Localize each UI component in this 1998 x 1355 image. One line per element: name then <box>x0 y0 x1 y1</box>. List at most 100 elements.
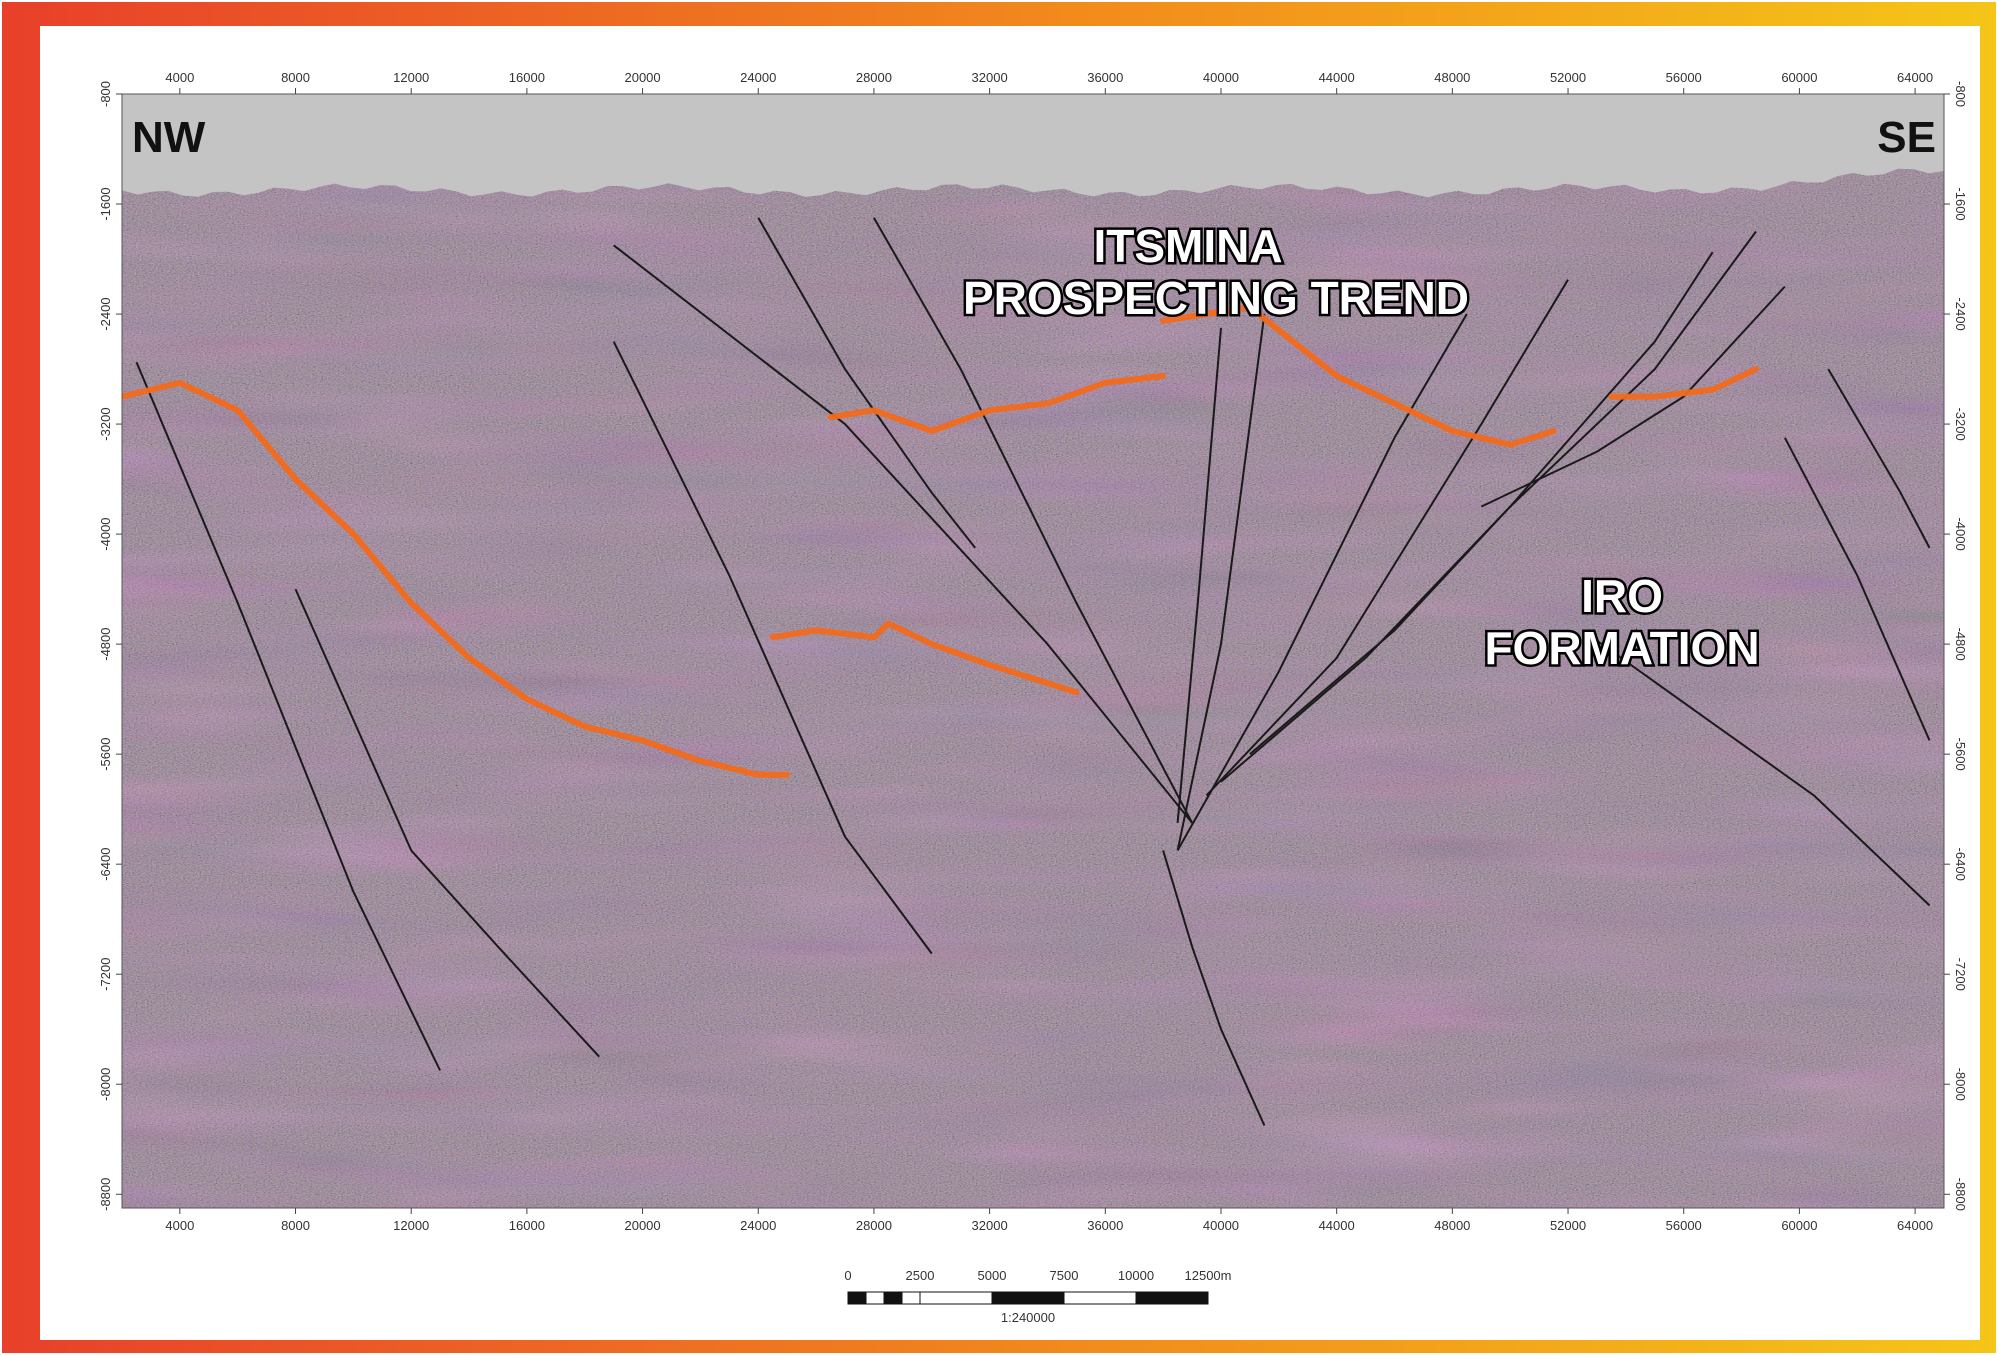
scale-bar-label: 12500m <box>1185 1268 1232 1283</box>
x-tick-label: 24000 <box>740 70 776 85</box>
trend-label-line2: PROSPECTING TREND <box>963 272 1469 324</box>
x-tick-label: 20000 <box>624 1218 660 1233</box>
fault-line <box>757 217 976 549</box>
y-tick-label: -6400 <box>1953 848 1968 881</box>
y-axis-right: -800 -1600 -2400 -3200 -4000 -4800 -5600 -6400 -… <box>1944 81 1968 1211</box>
seismic-section <box>122 94 1944 1208</box>
y-tick-label: -2400 <box>1953 297 1968 330</box>
scale-bar-segment <box>919 1291 993 1305</box>
x-tick-label: 60000 <box>1781 1218 1817 1233</box>
x-tick-label: 56000 <box>1666 70 1702 85</box>
fault-line <box>1205 279 1569 797</box>
x-tick-label: 8000 <box>281 1218 310 1233</box>
x-tick-label: 32000 <box>972 1218 1008 1233</box>
fault-line <box>1176 313 1468 851</box>
x-tick-label: 20000 <box>624 70 660 85</box>
scale-bar-label: 2500 <box>906 1268 935 1283</box>
x-tick-label: 52000 <box>1550 70 1586 85</box>
scale-bar-segment <box>1135 1291 1209 1305</box>
x-tick-label: 28000 <box>856 1218 892 1233</box>
y-tick-label: -4000 <box>1953 517 1968 550</box>
x-tick-label: 40000 <box>1203 70 1239 85</box>
scale-bar-segment <box>991 1291 1065 1305</box>
scale-bar-label: 10000 <box>1118 1268 1154 1283</box>
x-tick-label: 44000 <box>1319 1218 1355 1233</box>
y-tick-label: -8000 <box>1953 1068 1968 1101</box>
fault-line <box>1176 327 1222 823</box>
scale-bar-segment <box>847 1291 867 1305</box>
fault-line <box>873 217 1193 824</box>
x-axis-bottom: 4000 8000 12000 16000 20000 24000 28000 32000 36… <box>165 1208 1933 1233</box>
x-tick-label: 28000 <box>856 70 892 85</box>
x-tick-label: 64000 <box>1897 1218 1933 1233</box>
x-tick-label: 4000 <box>165 1218 194 1233</box>
fault-line <box>1176 313 1266 851</box>
plot-outline <box>121 93 1945 1209</box>
scale-bar-segment <box>901 1291 921 1305</box>
y-tick-label: -5600 <box>98 738 113 771</box>
scale-bar-label: 7500 <box>1050 1268 1079 1283</box>
fault-line <box>1162 850 1266 1126</box>
y-tick-label: -4800 <box>1953 627 1968 660</box>
x-tick-label: 8000 <box>281 70 310 85</box>
scale-bar-segment <box>1063 1291 1137 1305</box>
fault-line <box>1581 629 1931 907</box>
scale-bar: 0 2500 5000 7500 10000 12500m 1:240000 <box>844 1268 1231 1325</box>
x-tick-label: 36000 <box>1087 1218 1123 1233</box>
x-tick-label: 52000 <box>1550 1218 1586 1233</box>
seismic-reflector-bands <box>122 94 1944 1208</box>
fault-line <box>613 244 1193 824</box>
y-tick-label: -1600 <box>1953 187 1968 220</box>
y-tick-label: -4000 <box>98 517 113 550</box>
horizon-line <box>1160 304 1557 448</box>
scale-bar-segment <box>865 1291 885 1305</box>
y-axis-left: -800 -1600 -2400 -3200 -4000 -4800 -5600 -6400 -… <box>98 81 122 1211</box>
scale-ratio: 1:240000 <box>1001 1310 1055 1325</box>
fault-line <box>1784 437 1931 741</box>
y-tick-label: -8800 <box>1953 1178 1968 1211</box>
horizon-line <box>769 620 1080 696</box>
fault-line <box>1827 368 1931 549</box>
x-tick-label: 12000 <box>393 70 429 85</box>
scale-bar-label: 0 <box>844 1268 851 1283</box>
y-tick-label: -4800 <box>98 627 113 660</box>
air-zone <box>122 94 1944 198</box>
fault-line <box>612 341 933 955</box>
x-tick-label: 44000 <box>1319 70 1355 85</box>
y-tick-label: -1600 <box>98 187 113 220</box>
horizon-line <box>1608 366 1759 400</box>
x-axis-top: 4000 8000 12000 16000 20000 24000 28000 32000 36… <box>165 70 1933 94</box>
fault-lines <box>135 217 1931 1126</box>
x-tick-label: 60000 <box>1781 70 1817 85</box>
y-tick-label: -800 <box>98 81 113 107</box>
y-tick-label: -8000 <box>98 1068 113 1101</box>
horizon-line <box>827 372 1167 434</box>
y-tick-label: -3200 <box>98 407 113 440</box>
y-tick-label: -2400 <box>98 297 113 330</box>
x-tick-label: 36000 <box>1087 70 1123 85</box>
direction-label-nw: NW <box>132 113 206 162</box>
horizon-lines <box>122 304 1759 778</box>
x-tick-label: 64000 <box>1897 70 1933 85</box>
x-tick-label: 16000 <box>509 70 545 85</box>
x-tick-label: 24000 <box>740 1218 776 1233</box>
scale-bar-label: 5000 <box>978 1268 1007 1283</box>
fault-line <box>1480 285 1786 508</box>
x-tick-label: 12000 <box>393 1218 429 1233</box>
y-tick-label: -3200 <box>1953 407 1968 440</box>
horizon-line <box>122 379 791 778</box>
fault-line <box>1249 230 1757 755</box>
direction-label-se: SE <box>1877 113 1936 162</box>
formation-label-line1: IRO <box>1581 570 1663 622</box>
y-tick-label: -7200 <box>1953 958 1968 991</box>
x-tick-label: 48000 <box>1434 70 1470 85</box>
formation-label-line2: FORMATION <box>1484 622 1759 674</box>
y-tick-label: -7200 <box>98 958 113 991</box>
y-tick-label: -5600 <box>1953 738 1968 771</box>
trend-label-line1: ITSMINA <box>1093 220 1282 272</box>
x-tick-label: 48000 <box>1434 1218 1470 1233</box>
fault-line <box>294 588 600 1058</box>
y-tick-label: -8800 <box>98 1178 113 1211</box>
fault-line <box>135 361 441 1071</box>
